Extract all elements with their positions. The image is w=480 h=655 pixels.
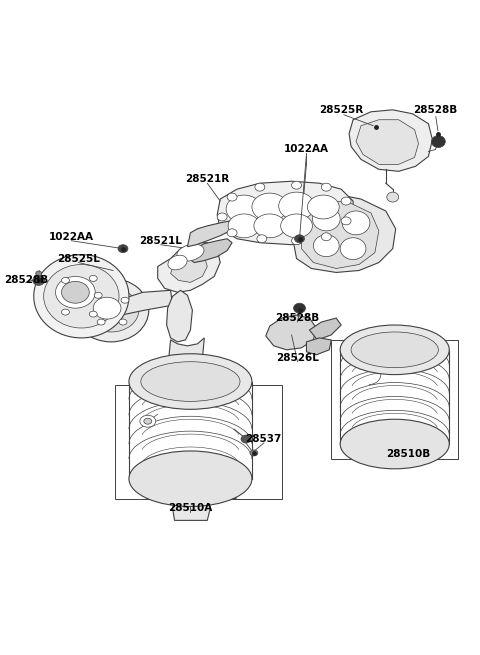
Polygon shape xyxy=(168,338,204,377)
Bar xyxy=(115,384,282,498)
Ellipse shape xyxy=(257,234,267,243)
Ellipse shape xyxy=(241,435,251,443)
Ellipse shape xyxy=(295,234,304,243)
Ellipse shape xyxy=(279,192,314,220)
Text: 28510B: 28510B xyxy=(386,449,431,459)
Ellipse shape xyxy=(33,276,45,286)
Ellipse shape xyxy=(217,213,227,221)
Ellipse shape xyxy=(252,193,288,221)
Bar xyxy=(331,340,458,459)
Ellipse shape xyxy=(84,288,139,332)
Ellipse shape xyxy=(312,207,340,231)
Ellipse shape xyxy=(94,292,102,298)
Ellipse shape xyxy=(93,297,121,319)
Polygon shape xyxy=(294,193,396,272)
Text: 28528B: 28528B xyxy=(276,313,320,323)
Ellipse shape xyxy=(340,238,366,259)
Ellipse shape xyxy=(281,214,312,238)
Text: 1022AA: 1022AA xyxy=(284,145,329,155)
Text: 28525R: 28525R xyxy=(319,105,363,115)
Ellipse shape xyxy=(228,214,260,238)
Polygon shape xyxy=(118,290,173,315)
Polygon shape xyxy=(266,315,316,350)
Ellipse shape xyxy=(118,245,128,253)
Ellipse shape xyxy=(255,183,265,191)
Polygon shape xyxy=(306,338,331,355)
Ellipse shape xyxy=(321,183,331,191)
Ellipse shape xyxy=(340,419,449,469)
Text: 28537: 28537 xyxy=(246,434,282,444)
Ellipse shape xyxy=(254,214,286,238)
Ellipse shape xyxy=(89,276,97,282)
Text: 28525L: 28525L xyxy=(57,253,100,263)
Text: 28521L: 28521L xyxy=(139,236,182,246)
Polygon shape xyxy=(170,253,207,282)
Polygon shape xyxy=(188,221,234,247)
Ellipse shape xyxy=(129,354,252,409)
Polygon shape xyxy=(189,238,232,263)
Polygon shape xyxy=(147,477,236,498)
Ellipse shape xyxy=(294,303,305,313)
Polygon shape xyxy=(217,181,353,245)
Ellipse shape xyxy=(340,325,449,375)
Ellipse shape xyxy=(129,451,252,506)
Ellipse shape xyxy=(351,332,438,367)
Ellipse shape xyxy=(341,217,351,225)
Ellipse shape xyxy=(308,195,339,219)
Text: 28526L: 28526L xyxy=(276,353,319,363)
Ellipse shape xyxy=(250,450,258,456)
Polygon shape xyxy=(167,290,192,342)
Ellipse shape xyxy=(291,181,301,189)
Ellipse shape xyxy=(342,211,370,234)
Ellipse shape xyxy=(61,309,70,315)
Text: 28521R: 28521R xyxy=(185,174,229,184)
Text: 1022AA: 1022AA xyxy=(49,232,94,242)
Ellipse shape xyxy=(313,234,339,257)
Ellipse shape xyxy=(144,419,152,424)
Ellipse shape xyxy=(291,236,301,245)
Ellipse shape xyxy=(121,297,129,303)
Ellipse shape xyxy=(89,311,97,317)
Polygon shape xyxy=(173,496,210,520)
Ellipse shape xyxy=(432,136,445,147)
Ellipse shape xyxy=(36,271,42,276)
Ellipse shape xyxy=(226,195,262,223)
Ellipse shape xyxy=(119,319,127,325)
Ellipse shape xyxy=(61,282,89,303)
Ellipse shape xyxy=(56,276,95,308)
Text: 28510A: 28510A xyxy=(168,504,213,514)
Ellipse shape xyxy=(44,265,119,328)
Ellipse shape xyxy=(61,278,70,284)
Ellipse shape xyxy=(227,229,237,236)
Polygon shape xyxy=(356,120,419,164)
Polygon shape xyxy=(349,110,432,172)
Polygon shape xyxy=(158,243,220,292)
Ellipse shape xyxy=(168,255,187,270)
Ellipse shape xyxy=(140,415,156,427)
Text: 28528B: 28528B xyxy=(413,105,457,115)
Ellipse shape xyxy=(177,244,204,261)
Ellipse shape xyxy=(73,278,149,342)
Ellipse shape xyxy=(97,319,105,325)
Text: 28528B: 28528B xyxy=(4,275,48,286)
Ellipse shape xyxy=(141,362,240,402)
Polygon shape xyxy=(310,318,341,340)
Ellipse shape xyxy=(227,193,237,201)
Ellipse shape xyxy=(341,197,351,205)
Polygon shape xyxy=(301,201,379,269)
Ellipse shape xyxy=(321,233,331,241)
Ellipse shape xyxy=(34,255,129,338)
Ellipse shape xyxy=(387,192,399,202)
